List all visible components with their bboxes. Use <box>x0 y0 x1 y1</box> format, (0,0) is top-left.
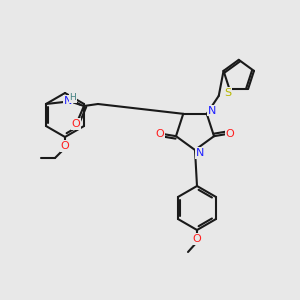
Text: N: N <box>196 148 204 158</box>
Text: O: O <box>72 119 80 129</box>
Text: O: O <box>226 129 234 139</box>
Text: N: N <box>64 96 72 106</box>
Text: H: H <box>70 94 76 103</box>
Text: N: N <box>208 106 216 116</box>
Text: O: O <box>193 234 201 244</box>
Text: S: S <box>224 88 231 98</box>
Text: O: O <box>156 129 164 139</box>
Text: O: O <box>61 141 69 151</box>
